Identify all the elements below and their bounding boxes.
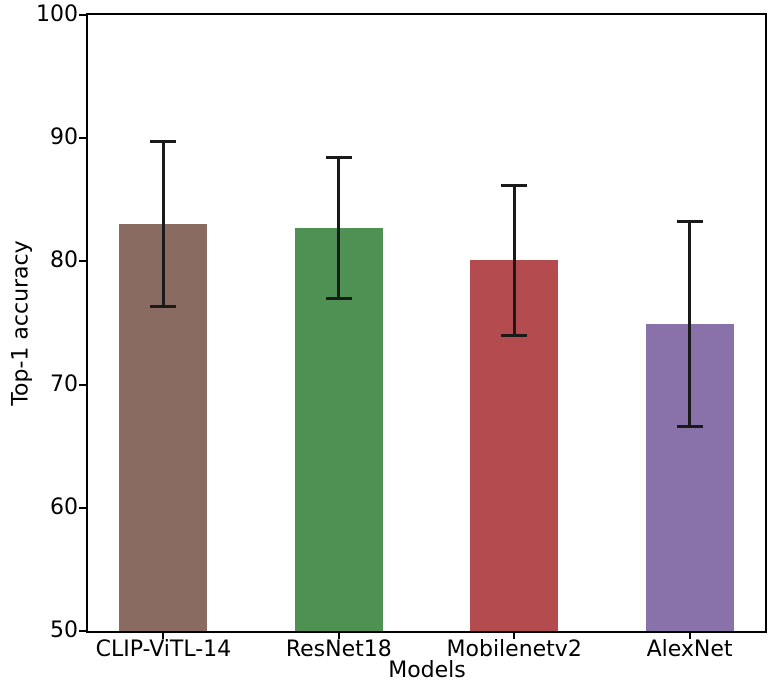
y-tick-mark xyxy=(79,14,86,16)
error-bar-cap xyxy=(501,333,528,337)
error-bar-cap xyxy=(501,183,528,187)
y-tick-label: 100 xyxy=(36,2,78,27)
x-tick-mark xyxy=(688,633,691,639)
x-tick-label: AlexNet xyxy=(646,637,733,662)
y-tick-label: 90 xyxy=(50,125,78,151)
x-tick-mark xyxy=(513,633,516,639)
error-bar-cap xyxy=(150,305,177,309)
y-tick-mark xyxy=(79,260,86,263)
error-bar-line xyxy=(337,157,341,299)
y-tick-label: 80 xyxy=(50,248,78,274)
error-bar-cap xyxy=(676,424,703,428)
error-bar-cap xyxy=(325,296,352,300)
y-tick-mark xyxy=(79,137,86,140)
y-tick-label: 70 xyxy=(50,371,78,397)
x-tick-mark xyxy=(162,633,165,639)
x-axis-label: Models xyxy=(388,658,466,683)
error-bar-line xyxy=(512,185,516,336)
error-bar-cap xyxy=(325,156,352,160)
error-bar-line xyxy=(688,221,692,427)
plot-area xyxy=(86,13,767,633)
y-tick-mark xyxy=(79,630,86,632)
y-tick-label: 50 xyxy=(50,618,78,643)
y-tick-mark xyxy=(79,383,86,386)
x-tick-label: Mobilenetv2 xyxy=(446,637,582,662)
x-tick-label: ResNet18 xyxy=(285,637,392,662)
y-tick-mark xyxy=(79,506,86,509)
error-bar-cap xyxy=(676,220,703,224)
y-tick-label: 60 xyxy=(50,494,78,520)
x-tick-label: CLIP-ViTL-14 xyxy=(95,637,232,662)
error-bar-line xyxy=(161,141,165,307)
error-bar-cap xyxy=(150,140,177,144)
x-tick-mark xyxy=(337,633,340,639)
